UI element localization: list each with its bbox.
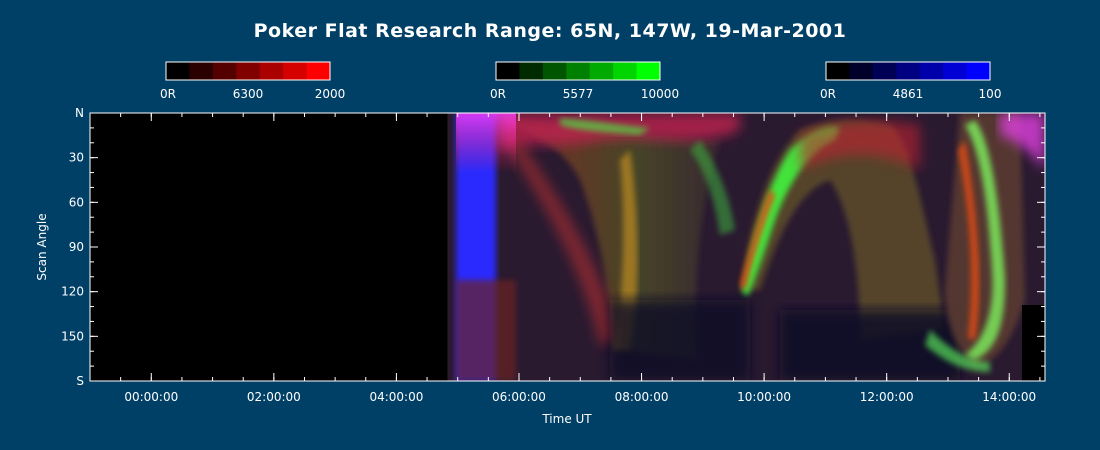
x-tick-label: 02:00:00 [247, 390, 301, 404]
y-tick-label: 60 [69, 195, 84, 209]
colorbar-wavelength-label: 6300 [233, 87, 264, 101]
colorbar-step [496, 62, 520, 80]
colorbar-step [636, 62, 661, 80]
colorbar-step [943, 62, 968, 80]
chart-title: Poker Flat Research Range: 65N, 147W, 19… [254, 20, 847, 42]
colorbar-min-label: 0R [490, 87, 506, 101]
colorbar-step [189, 62, 214, 80]
colorbar-wavelength-label: 4861 [893, 87, 924, 101]
y-tick-label: N [75, 106, 84, 120]
colorbar-red: 0R 6300 2000 [160, 61, 346, 101]
x-tick-label: 10:00:00 [737, 390, 791, 404]
x-axis-label: Time UT [541, 412, 592, 426]
colorbar-frame [495, 61, 661, 81]
colorbar-step [849, 62, 874, 80]
y-axis-label: Scan Angle [35, 213, 49, 280]
colorbar-step [896, 62, 921, 80]
colorbar-step [589, 62, 614, 80]
colorbar-step [519, 62, 544, 80]
colorbar-step [212, 62, 237, 80]
colorbar-frame [165, 61, 331, 81]
x-axis: 00:00:00 02:00:00 04:00:00 06:00:00 08:00:00… [89, 113, 1041, 404]
colorbar-green: 0R 5577 10000 [490, 61, 679, 101]
colorbar-max-label: 2000 [315, 87, 346, 101]
colorbar-step [966, 62, 991, 80]
y-tick-label: 30 [69, 151, 84, 165]
x-tick-label: 14:00:00 [982, 390, 1036, 404]
colorbar-step [306, 62, 331, 80]
y-tick-label: S [76, 374, 84, 388]
colorbar-step [259, 62, 284, 80]
colorbar-legend: 0R 6300 2000 0R 5577 10000 0R 4861 100 [160, 61, 1002, 101]
y-axis: N 30 60 90 120 150 S [61, 106, 1045, 388]
colorbar-step [919, 62, 944, 80]
x-tick-label: 08:00:00 [615, 390, 669, 404]
x-tick-label: 12:00:00 [860, 390, 914, 404]
y-tick-label: 120 [61, 285, 84, 299]
colorbar-step [826, 62, 850, 80]
colorbar-step [283, 62, 308, 80]
colorbar-step [566, 62, 591, 80]
colorbar-max-label: 10000 [641, 87, 679, 101]
x-tick-label: 06:00:00 [492, 390, 546, 404]
y-tick-label: 90 [69, 240, 84, 254]
colorbar-step [613, 62, 638, 80]
colorbar-wavelength-label: 5577 [563, 87, 594, 101]
colorbar-min-label: 0R [820, 87, 836, 101]
x-tick-label: 04:00:00 [369, 390, 423, 404]
colorbar-step [542, 62, 567, 80]
x-tick-label: 00:00:00 [124, 390, 178, 404]
colorbar-max-label: 100 [979, 87, 1002, 101]
colorbar-step [166, 62, 190, 80]
colorbar-frame [825, 61, 991, 81]
colorbar-step [236, 62, 261, 80]
colorbar-step [872, 62, 897, 80]
y-tick-label: 150 [61, 329, 84, 343]
colorbar-blue: 0R 4861 100 [820, 61, 1002, 101]
colorbar-min-label: 0R [160, 87, 176, 101]
keogram-image [90, 113, 1045, 381]
